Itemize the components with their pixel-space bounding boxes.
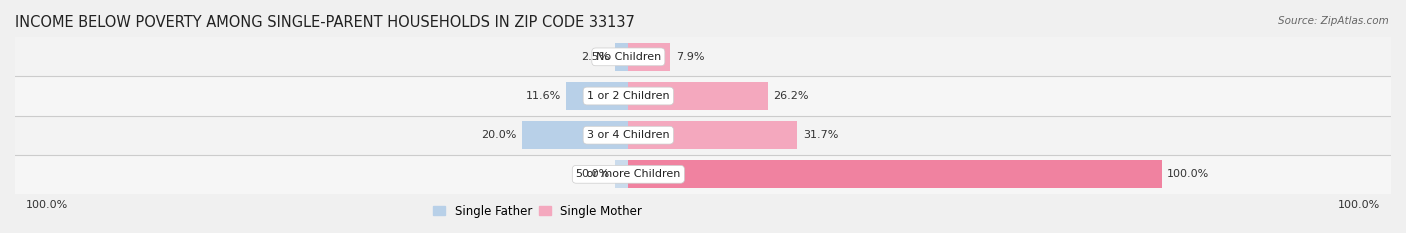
Text: INCOME BELOW POVERTY AMONG SINGLE-PARENT HOUSEHOLDS IN ZIP CODE 33137: INCOME BELOW POVERTY AMONG SINGLE-PARENT…	[15, 15, 636, 30]
Bar	[628, 160, 1161, 188]
Bar	[567, 82, 628, 110]
Text: 0.0%: 0.0%	[582, 169, 610, 179]
Bar	[628, 121, 797, 149]
Bar	[628, 43, 671, 71]
Bar	[522, 121, 628, 149]
Bar	[15, 116, 1391, 155]
Text: 31.7%: 31.7%	[803, 130, 838, 140]
FancyBboxPatch shape	[15, 155, 1391, 194]
Bar	[628, 82, 768, 110]
Text: No Children: No Children	[596, 52, 661, 62]
Bar	[15, 76, 1391, 116]
Text: 7.9%: 7.9%	[676, 52, 704, 62]
FancyBboxPatch shape	[15, 116, 1391, 155]
Text: 100.0%: 100.0%	[1167, 169, 1209, 179]
Text: 100.0%: 100.0%	[25, 200, 67, 210]
Bar	[15, 155, 1391, 194]
Text: 5 or more Children: 5 or more Children	[576, 169, 681, 179]
Text: 100.0%: 100.0%	[1339, 200, 1381, 210]
Text: 20.0%: 20.0%	[481, 130, 516, 140]
Legend: Single Father, Single Mother: Single Father, Single Mother	[433, 205, 643, 218]
FancyBboxPatch shape	[15, 76, 1391, 116]
Text: 26.2%: 26.2%	[773, 91, 808, 101]
Bar	[15, 37, 1391, 76]
Text: Source: ZipAtlas.com: Source: ZipAtlas.com	[1278, 16, 1389, 26]
FancyBboxPatch shape	[15, 37, 1391, 76]
Text: 11.6%: 11.6%	[526, 91, 561, 101]
Text: 3 or 4 Children: 3 or 4 Children	[588, 130, 669, 140]
Text: 2.5%: 2.5%	[581, 52, 610, 62]
Text: 1 or 2 Children: 1 or 2 Children	[588, 91, 669, 101]
Bar	[614, 43, 628, 71]
Bar	[614, 160, 628, 188]
